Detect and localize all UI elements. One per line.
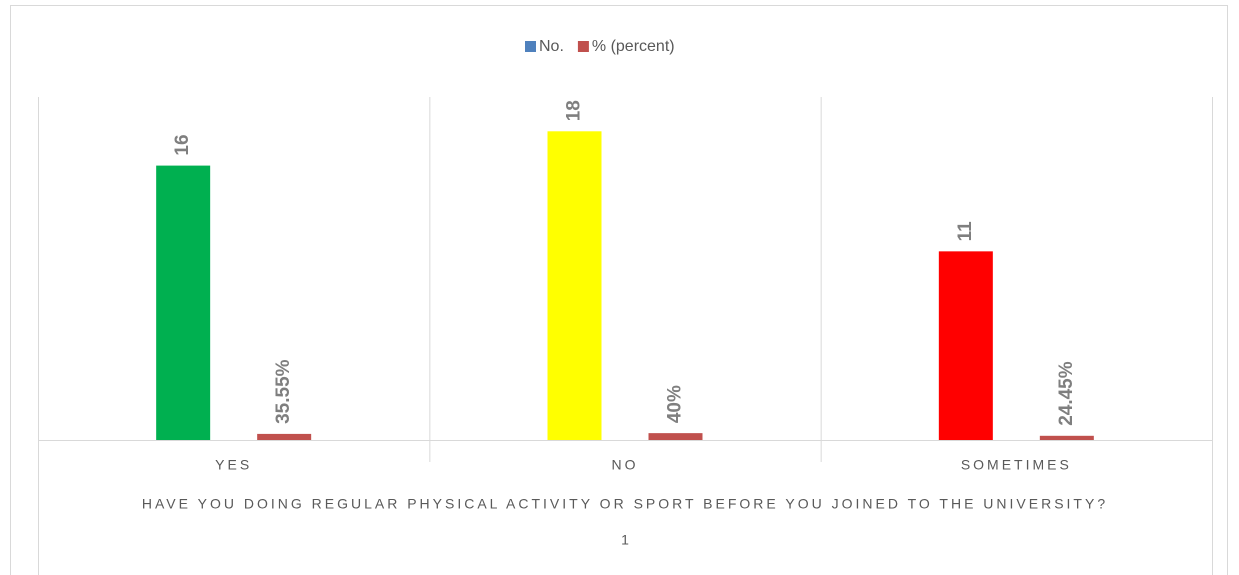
bar — [938, 251, 993, 440]
x-tick-label: SOMETIMES — [961, 457, 1072, 473]
data-label: 18 — [564, 100, 585, 121]
x-group-label: 1 — [621, 532, 629, 548]
legend-swatch — [577, 41, 589, 52]
bar — [257, 433, 312, 440]
bar — [156, 165, 211, 440]
data-label: 11 — [955, 221, 976, 242]
chart-border — [10, 5, 1228, 575]
data-label: 40% — [665, 385, 686, 423]
bar — [547, 131, 602, 441]
legend-swatch — [525, 41, 536, 52]
x-axis-title: HAVE YOU DOING REGULAR PHYSICAL ACTIVITY… — [142, 496, 1108, 512]
bar — [1039, 435, 1094, 440]
data-label: 16 — [172, 134, 193, 155]
x-tick-label: YES — [215, 457, 252, 473]
x-tick-label: NO — [612, 457, 639, 473]
data-label: 35.55% — [273, 359, 294, 424]
legend-label: % (percent) — [592, 38, 675, 55]
legend-label: No. — [539, 38, 564, 55]
bar — [648, 433, 703, 440]
data-label: 24.45% — [1056, 361, 1077, 426]
